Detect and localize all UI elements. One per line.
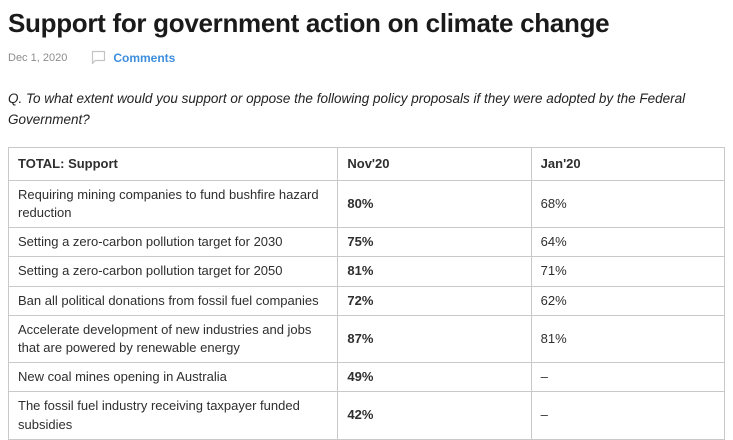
nov20-value: 49% xyxy=(337,362,532,393)
row-label: Setting a zero-carbon pollution target f… xyxy=(7,227,339,258)
table-row: The fossil fuel industry receiving taxpa… xyxy=(7,391,726,440)
article-meta: Dec 1, 2020 Comments xyxy=(8,50,725,66)
nov20-value: 87% xyxy=(337,314,532,364)
page-title: Support for government action on climate… xyxy=(8,8,610,38)
article-date: Dec 1, 2020 xyxy=(8,51,68,64)
jan20-value: 62% xyxy=(530,285,726,316)
row-label: Requiring mining companies to fund bushf… xyxy=(7,179,339,229)
table-row: Setting a zero-carbon pollution target f… xyxy=(7,227,726,258)
comment-bubble-icon xyxy=(91,50,107,65)
nov20-value: 81% xyxy=(337,256,532,287)
row-label: Ban all political donations from fossil … xyxy=(7,285,339,316)
row-label: The fossil fuel industry receiving taxpa… xyxy=(7,391,339,440)
jan20-value: 71% xyxy=(530,256,726,287)
table-row: Accelerate development of new industries… xyxy=(7,314,726,364)
poll-results-table: TOTAL: Support Nov'20 Jan'20 Requiring m… xyxy=(7,146,726,440)
nov20-value: 75% xyxy=(337,227,532,258)
comments-label: Comments xyxy=(113,50,176,65)
table-row: Requiring mining companies to fund bushf… xyxy=(7,179,726,229)
jan20-value: – xyxy=(530,391,726,440)
table-row: Ban all political donations from fossil … xyxy=(7,285,726,316)
table-row: Setting a zero-carbon pollution target f… xyxy=(7,256,726,287)
column-header-nov20: Nov'20 xyxy=(337,146,532,181)
jan20-value: – xyxy=(530,362,726,393)
survey-question: Q. To what extent would you support or o… xyxy=(8,90,686,128)
nov20-value: 72% xyxy=(337,285,532,316)
column-header-jan20: Jan'20 xyxy=(530,146,726,181)
row-label: Setting a zero-carbon pollution target f… xyxy=(7,256,339,287)
nov20-value: 42% xyxy=(337,391,532,440)
table-row: New coal mines opening in Australia 49% … xyxy=(7,362,726,393)
jan20-value: 81% xyxy=(530,314,726,364)
jan20-value: 68% xyxy=(530,179,726,229)
row-label: New coal mines opening in Australia xyxy=(7,362,339,393)
jan20-value: 64% xyxy=(530,227,726,258)
nov20-value: 80% xyxy=(337,179,532,229)
column-header-total-support: TOTAL: Support xyxy=(7,146,339,181)
comments-link[interactable]: Comments xyxy=(91,50,175,65)
row-label: Accelerate development of new industries… xyxy=(7,314,339,364)
table-header-row: TOTAL: Support Nov'20 Jan'20 xyxy=(7,146,726,181)
